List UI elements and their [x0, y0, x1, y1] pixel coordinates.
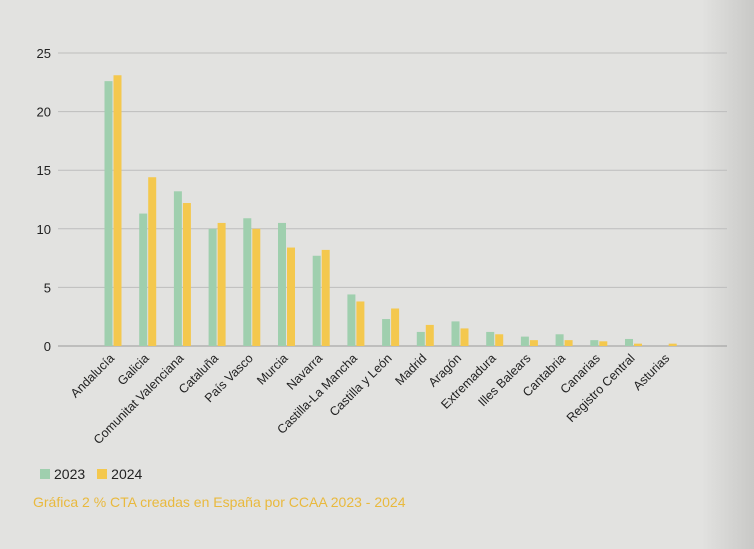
x-tick-label: Madrid — [392, 351, 429, 388]
legend-label-2024: 2024 — [111, 466, 143, 482]
bar-2024 — [217, 222, 226, 346]
bar-2024 — [287, 247, 295, 346]
bar-2024 — [113, 75, 122, 346]
bar-2024 — [599, 341, 608, 346]
bar-2023 — [243, 218, 252, 346]
x-tick-label: Asturias — [630, 351, 672, 393]
bar-2023 — [416, 331, 425, 346]
legend-label-2023: 2023 — [54, 466, 86, 482]
bar-2024 — [634, 343, 642, 346]
bar-2024 — [460, 328, 469, 346]
legend-item-2023: 2023 — [40, 466, 85, 482]
bar-2024 — [148, 177, 157, 346]
bar-2023 — [486, 331, 495, 346]
y-tick-label: 15 — [37, 163, 51, 178]
bar-2023 — [173, 191, 182, 346]
bar-2023 — [208, 228, 217, 346]
bar-2024 — [668, 343, 677, 346]
legend-item-2024: 2024 — [97, 466, 142, 482]
bar-2023 — [347, 294, 356, 346]
legend-swatch-2023 — [40, 469, 50, 479]
bar-2024 — [529, 340, 538, 346]
y-tick-label: 25 — [37, 46, 51, 61]
bar-2024 — [252, 228, 261, 346]
bar-2023 — [312, 255, 321, 346]
y-tick-label: 20 — [37, 105, 51, 120]
bar-2024 — [425, 324, 434, 346]
chart-caption: Gráfica 2 % CTA creadas en España por CC… — [33, 494, 406, 510]
bar-2023 — [139, 213, 148, 346]
bar-2023 — [590, 340, 599, 346]
bar-2024 — [564, 340, 573, 346]
bar-2024 — [391, 308, 400, 346]
legend: 2023 2024 — [40, 466, 154, 482]
bar-2023 — [278, 222, 286, 346]
y-tick-label: 10 — [37, 222, 51, 237]
bar-2024 — [182, 203, 191, 346]
x-tick-label: Castilla y León — [327, 351, 395, 419]
bar-2024 — [356, 301, 365, 346]
bar-2023 — [451, 321, 460, 346]
bar-2023 — [520, 336, 529, 346]
bar-2024 — [321, 249, 330, 346]
x-tick-label: Andalucía — [68, 351, 117, 400]
legend-swatch-2024 — [97, 469, 108, 479]
bar-2023 — [625, 338, 633, 346]
bar-2024 — [495, 334, 504, 346]
y-tick-label: 5 — [44, 280, 51, 295]
bar-2023 — [555, 334, 564, 346]
y-tick-label: 0 — [44, 339, 51, 354]
bar-2023 — [382, 319, 391, 346]
bar-2023 — [104, 81, 113, 347]
